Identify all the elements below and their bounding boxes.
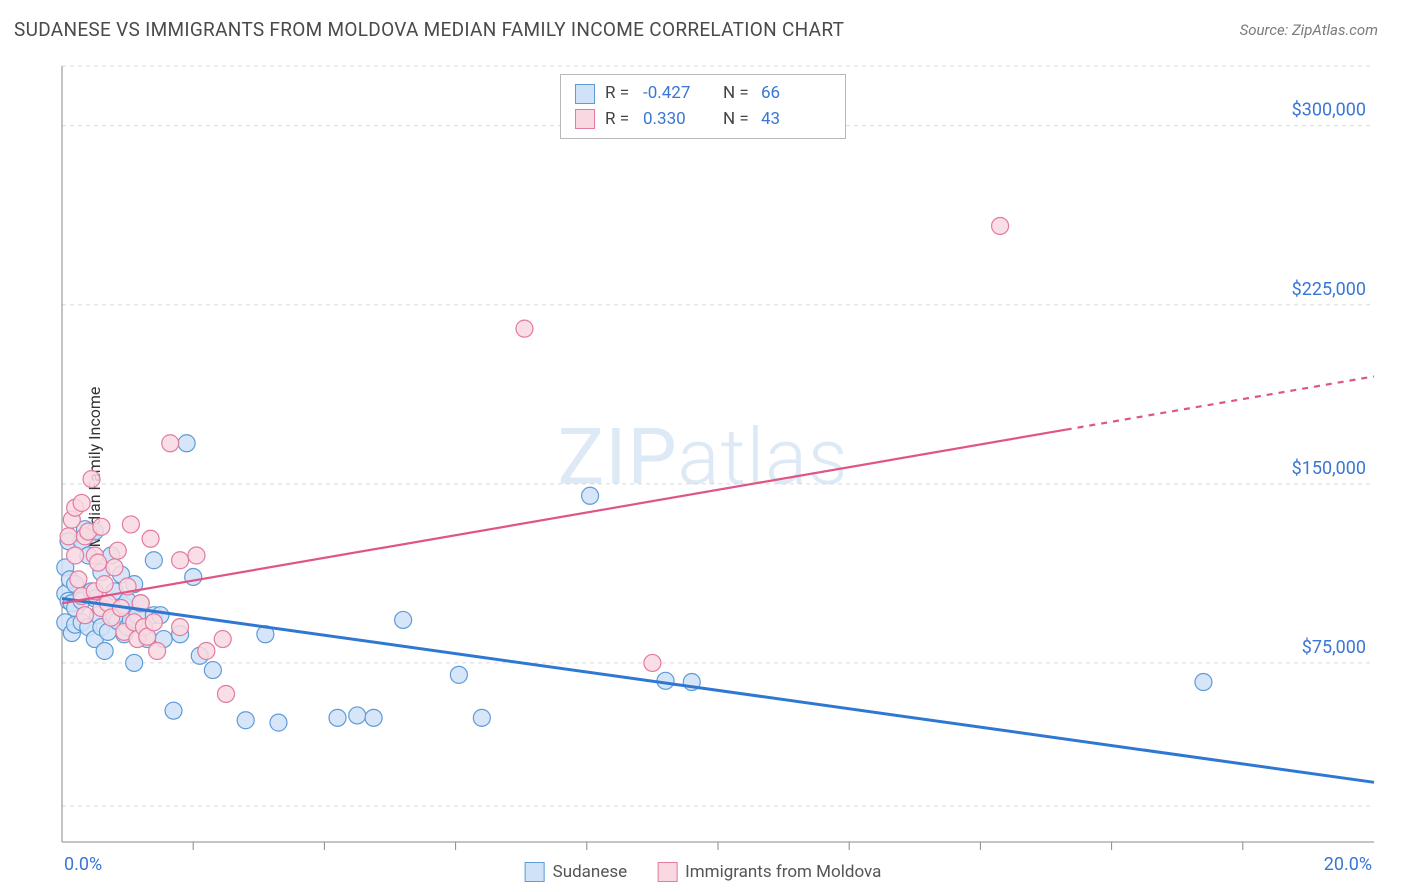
series-legend: Sudanese Immigrants from Moldova: [525, 862, 882, 882]
legend-swatch: [657, 862, 677, 882]
svg-text:$150,000: $150,000: [1292, 458, 1366, 479]
svg-text:0.0%: 0.0%: [64, 854, 102, 875]
correlation-legend: R = -0.427 N = 66 R = 0.330 N = 43: [560, 74, 846, 139]
r-value: 0.330: [643, 107, 713, 133]
chart-title: SUDANESE VS IMMIGRANTS FROM MOLDOVA MEDI…: [14, 18, 844, 41]
chart-area: Median Family Income ZIPatlas $75,000$15…: [14, 52, 1392, 882]
svg-text:$75,000: $75,000: [1302, 637, 1366, 658]
svg-text:$225,000: $225,000: [1292, 279, 1366, 300]
correlation-legend-row: R = -0.427 N = 66: [575, 81, 831, 107]
svg-text:20.0%: 20.0%: [1324, 854, 1372, 875]
svg-text:$300,000: $300,000: [1292, 100, 1366, 121]
n-label: N =: [723, 107, 751, 133]
n-value: 43: [761, 107, 831, 133]
legend-swatch: [575, 84, 595, 104]
legend-swatch: [575, 109, 595, 129]
r-value: -0.427: [643, 81, 713, 107]
n-label: N =: [723, 81, 751, 107]
scatter-plot: $75,000 $150,000 $225,000 $300,000 0.0% 20.0%: [14, 52, 1392, 882]
r-label: R =: [605, 81, 633, 107]
series-legend-item: Immigrants from Moldova: [657, 862, 881, 882]
series-legend-label: Immigrants from Moldova: [685, 862, 881, 882]
n-value: 66: [761, 81, 831, 107]
legend-swatch: [525, 862, 545, 882]
source-attribution: Source: ZipAtlas.com: [1240, 21, 1378, 39]
header: SUDANESE VS IMMIGRANTS FROM MOLDOVA MEDI…: [0, 0, 1406, 51]
series-legend-item: Sudanese: [525, 862, 628, 882]
correlation-legend-row: R = 0.330 N = 43: [575, 107, 831, 133]
series-legend-label: Sudanese: [553, 862, 628, 882]
r-label: R =: [605, 107, 633, 133]
chart-container: SUDANESE VS IMMIGRANTS FROM MOLDOVA MEDI…: [0, 0, 1406, 892]
